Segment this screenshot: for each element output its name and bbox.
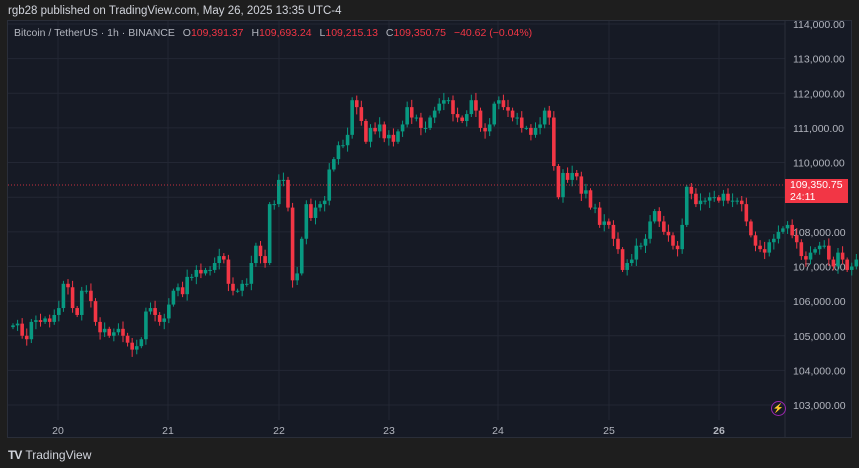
price-axis-label: 114,000.00 (793, 19, 845, 31)
footer: TV TradingView (8, 448, 91, 462)
low-key: L (319, 27, 326, 39)
chart-frame[interactable] (7, 20, 852, 438)
brand-name: TradingView (25, 448, 92, 462)
price-axis-label: 110,000.00 (793, 158, 845, 170)
price-axis-label: 111,000.00 (793, 123, 844, 135)
high-value: 109,693.24 (259, 27, 312, 39)
tradingview-logo-icon: TV (8, 448, 22, 462)
price-axis-label: 113,000.00 (793, 54, 845, 66)
close-value: 109,350.75 (393, 27, 447, 39)
last-price: 109,350.75 (790, 179, 843, 191)
time-axis-label: 21 (162, 425, 174, 437)
bar-countdown: 24:11 (790, 190, 816, 203)
time-axis-label: 20 (52, 425, 64, 437)
symbol-legend: Bitcoin / TetherUS · 1h · BINANCE O109,3… (14, 27, 532, 39)
time-axis-label: 25 (603, 425, 615, 437)
time-axis-label: 23 (383, 425, 395, 437)
published-line: rgb28 published on TradingView.com, May … (8, 5, 342, 17)
time-axis-label: 22 (273, 425, 285, 437)
time-axis-label: 24 (492, 425, 504, 437)
high-key: H (251, 27, 260, 39)
price-axis-label: 105,000.00 (793, 331, 846, 343)
price-axis-label: 104,000.00 (793, 365, 846, 377)
price-axis-label: 106,000.00 (793, 296, 846, 308)
low-value: 109,215.13 (325, 27, 378, 39)
last-price-tag: 109,350.75 24:11 (785, 179, 848, 203)
open-key: O (182, 27, 191, 39)
open-value: 109,391.37 (190, 27, 244, 39)
time-axis-label: 26 (713, 425, 725, 437)
lightning-icon[interactable]: ⚡ (771, 401, 786, 416)
price-axis-label: 112,000.00 (793, 88, 845, 100)
close-key: C (385, 27, 394, 39)
price-axis-label: 108,000.00 (793, 227, 846, 239)
price-axis-label: 103,000.00 (793, 400, 846, 412)
symbol-title[interactable]: Bitcoin / TetherUS · 1h · BINANCE (14, 27, 175, 39)
change-value: −40.62 (−0.04%) (453, 27, 533, 39)
